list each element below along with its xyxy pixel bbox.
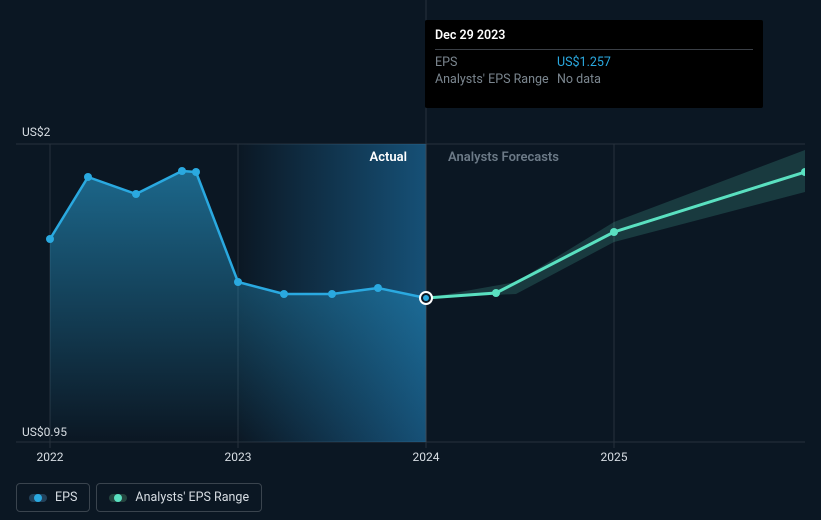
legend-item[interactable]: Analysts' EPS Range (96, 483, 262, 512)
x-axis-tick: 2024 (413, 450, 440, 464)
tooltip-value: No data (557, 72, 601, 87)
tooltip-row: Analysts' EPS RangeNo data (435, 71, 753, 88)
y-axis-label-top: US$2 (22, 125, 50, 139)
tooltip-key: Analysts' EPS Range (435, 72, 557, 87)
legend-item[interactable]: EPS (16, 483, 90, 512)
legend-label: EPS (55, 490, 77, 505)
chart-tooltip: Dec 29 2023 EPSUS$1.257Analysts' EPS Ran… (425, 20, 763, 108)
tooltip-value: US$1.257 (557, 55, 611, 70)
region-label-actual: Actual (370, 150, 407, 165)
legend-swatch-icon (29, 494, 47, 502)
x-axis-tick: 2023 (225, 450, 252, 464)
tooltip-key: EPS (435, 55, 557, 70)
legend-swatch-icon (109, 494, 127, 502)
tooltip-date: Dec 29 2023 (435, 28, 753, 50)
legend-label: Analysts' EPS Range (135, 490, 249, 505)
x-axis-tick: 2025 (601, 450, 628, 464)
x-axis-tick: 2022 (37, 450, 64, 464)
y-axis-label-bottom: US$0.95 (22, 425, 67, 439)
tooltip-row: EPSUS$1.257 (435, 54, 753, 71)
chart-legend: EPS Analysts' EPS Range (16, 483, 262, 512)
region-label-forecast: Analysts Forecasts (448, 150, 559, 165)
